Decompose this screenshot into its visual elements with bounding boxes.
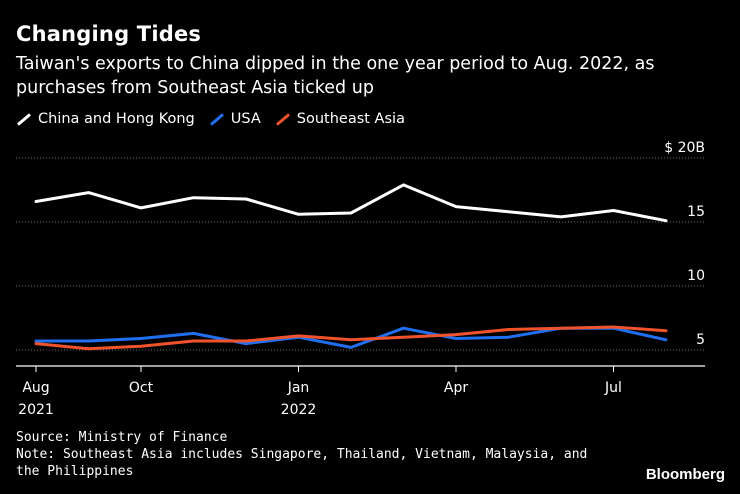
series-line-china-and-hong-kong	[34, 183, 668, 223]
x-tick-sublabel: 2022	[281, 402, 317, 418]
series-line-usa	[34, 326, 668, 349]
y-tick-label: 15	[687, 204, 705, 220]
y-tick-label: 10	[687, 268, 705, 284]
legend-item-china: China and Hong Kong	[16, 111, 195, 127]
x-tick-sublabel: 2021	[18, 402, 54, 418]
chart-title: Changing Tides	[16, 22, 202, 46]
x-tick-label: Oct	[129, 380, 154, 396]
legend-label-southeast-asia: Southeast Asia	[296, 111, 405, 127]
footnote: Source: Ministry of Finance Note: Southe…	[16, 429, 616, 480]
chart-subtitle: Taiwan's exports to China dipped in the …	[16, 54, 655, 98]
legend-item-southeast-asia: Southeast Asia	[275, 111, 405, 127]
legend-label-usa: USA	[230, 111, 261, 127]
note-text: Note: Southeast Asia includes Singapore,…	[16, 447, 588, 479]
legend-item-usa: USA	[209, 111, 261, 127]
bloomberg-logo: Bloomberg	[645, 466, 725, 483]
legend: China and Hong Kong USA Southeast Asia	[16, 111, 405, 127]
series-line-southeast-asia	[34, 325, 668, 351]
x-tick-label: Jan	[287, 380, 310, 396]
x-tick-label: Jul	[604, 380, 622, 396]
source-text: Source: Ministry of Finance	[16, 430, 228, 445]
legend-label-china: China and Hong Kong	[38, 111, 195, 127]
x-tick-label: Aug	[22, 380, 49, 396]
y-tick-label: $ 20B	[664, 140, 705, 156]
y-tick-label: 5	[696, 332, 705, 348]
x-tick-label: Apr	[444, 380, 468, 396]
